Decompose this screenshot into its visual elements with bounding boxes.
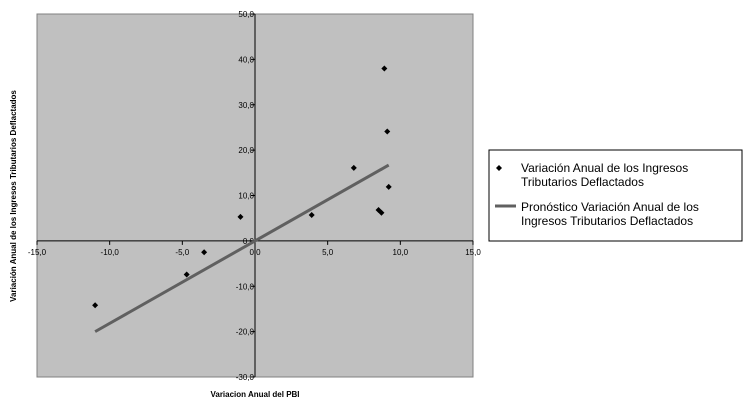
x-tick-label: 5,0 bbox=[322, 248, 334, 257]
x-tick-label: 0,0 bbox=[249, 248, 261, 257]
x-tick-label: 15,0 bbox=[465, 248, 481, 257]
legend-forecast-label-line1: Pronóstico Variación Anual de los bbox=[521, 200, 699, 214]
legend-scatter-label-line2: Tributarios Deflactados bbox=[521, 175, 644, 189]
y-axis-ticks: -30,0 -20,0 -10,0 0,0 10,0 20,0 30,0 40,0 50,0 bbox=[236, 10, 255, 382]
y-tick-label: 10,0 bbox=[238, 192, 254, 201]
y-tick-label: -30,0 bbox=[236, 373, 255, 382]
y-tick-label: -10,0 bbox=[236, 282, 255, 291]
y-axis-title: Variación Anual de los Ingresos Tributar… bbox=[9, 90, 18, 302]
scatter-point bbox=[350, 164, 357, 171]
x-tick-label: -10,0 bbox=[101, 248, 120, 257]
scatter-point bbox=[92, 302, 99, 309]
scatter-point bbox=[308, 212, 315, 219]
x-axis-title: Variacion Anual del PBI bbox=[210, 390, 299, 399]
y-tick-label: -20,0 bbox=[236, 328, 255, 337]
y-tick-label: 0,0 bbox=[243, 237, 255, 246]
x-tick-label: 10,0 bbox=[393, 248, 409, 257]
y-tick-label: 50,0 bbox=[238, 10, 254, 19]
scatter-point bbox=[237, 213, 244, 220]
scatter-point bbox=[201, 249, 208, 256]
legend-diamond-marker bbox=[496, 165, 502, 171]
x-axis-ticks: -15,0 -10,0 -5,0 0,0 5,0 10,0 15,0 bbox=[28, 240, 481, 257]
legend: Variación Anual de los Ingresos Tributar… bbox=[488, 149, 743, 242]
legend-scatter-label-line1: Variación Anual de los Ingresos bbox=[521, 161, 688, 175]
scatter-point bbox=[385, 183, 392, 190]
scatter-point bbox=[384, 128, 391, 135]
y-tick-label: 40,0 bbox=[238, 55, 254, 64]
series-layer bbox=[92, 65, 392, 333]
x-tick-label: -15,0 bbox=[28, 248, 47, 257]
y-tick-label: 30,0 bbox=[238, 101, 254, 110]
scatter-point bbox=[381, 65, 388, 72]
y-tick-label: 20,0 bbox=[238, 146, 254, 155]
scatter-point bbox=[183, 271, 190, 278]
x-tick-label: -5,0 bbox=[175, 248, 189, 257]
forecast-line bbox=[94, 163, 390, 333]
legend-forecast-label-line2: Ingresos Tributarios Deflactados bbox=[521, 214, 693, 228]
legend-box bbox=[488, 149, 743, 242]
scatter-point bbox=[378, 209, 385, 216]
